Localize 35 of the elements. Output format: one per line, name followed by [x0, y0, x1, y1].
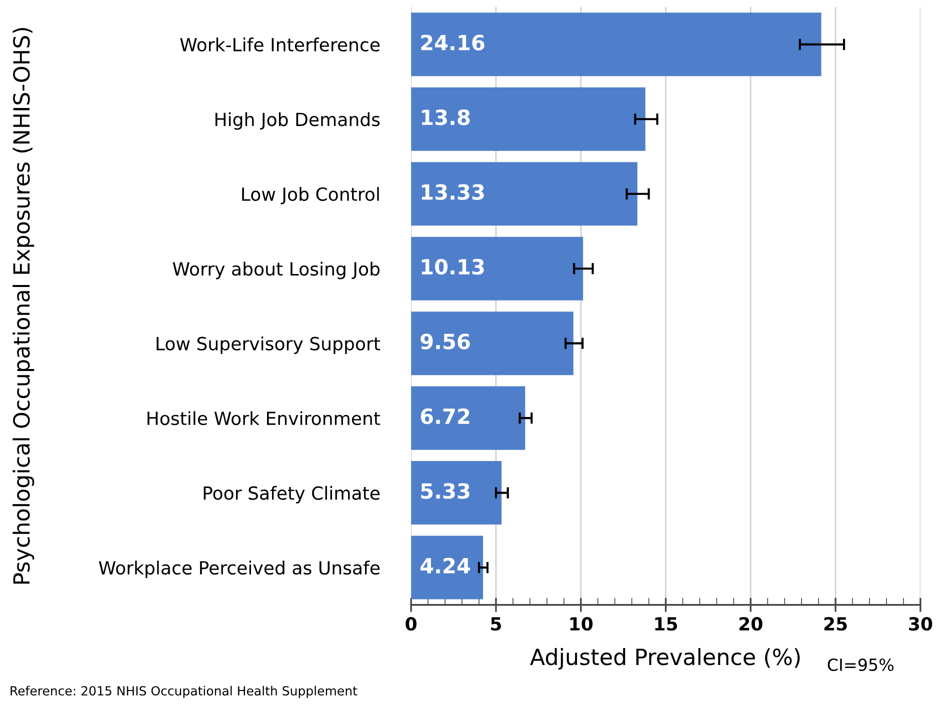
y-tick-label: Low Job Control — [242, 187, 379, 204]
data-label: 13.33 — [422, 184, 484, 200]
y-tick-label: High Job Demands — [216, 112, 380, 130]
data-label: 9.56 — [420, 334, 470, 350]
data-label: 4.24 — [420, 558, 470, 574]
bar — [411, 12, 822, 76]
text: Reference: 2015 NHIS Occupational Health Supplement — [10, 686, 358, 698]
bar — [411, 87, 646, 151]
x-tick-label: 10 — [570, 617, 593, 631]
bar — [411, 536, 484, 600]
y-tick-label: Poor Safety Climate — [204, 486, 380, 504]
bar — [411, 386, 526, 450]
data-label: 10.13 — [422, 258, 484, 275]
y-tick-label: Work-Life Interference — [180, 38, 380, 52]
text: CI=95% — [828, 658, 894, 672]
y-tick-label: Worry about Losing Job — [172, 262, 380, 280]
data-label: 5.33 — [421, 483, 470, 499]
y-tick-label: Workplace Perceived as Unsafe — [98, 560, 380, 578]
data-label: 24.16 — [421, 34, 484, 50]
y-axis-title: Psychological Occupational Exposures (NHIS-OHS) — [12, 28, 34, 584]
x-tick-label: 0 — [406, 617, 416, 631]
x-tick-label: 15 — [655, 617, 678, 631]
data-label: 13.8 — [422, 109, 470, 126]
x-tick-label: 5 — [491, 617, 501, 631]
bar — [411, 461, 502, 525]
x-axis-title: Adjusted Prevalence (%) — [530, 648, 800, 670]
bar — [411, 312, 574, 376]
bar — [411, 162, 638, 226]
x-tick-label: 25 — [824, 617, 847, 631]
data-label: 6.72 — [420, 408, 470, 424]
y-tick-label: Low Supervisory Support — [156, 336, 380, 354]
x-tick-label: 20 — [740, 617, 762, 631]
y-tick-label: Hostile Work Environment — [148, 411, 380, 426]
bar — [411, 236, 584, 300]
x-tick-label: 30 — [909, 617, 932, 631]
